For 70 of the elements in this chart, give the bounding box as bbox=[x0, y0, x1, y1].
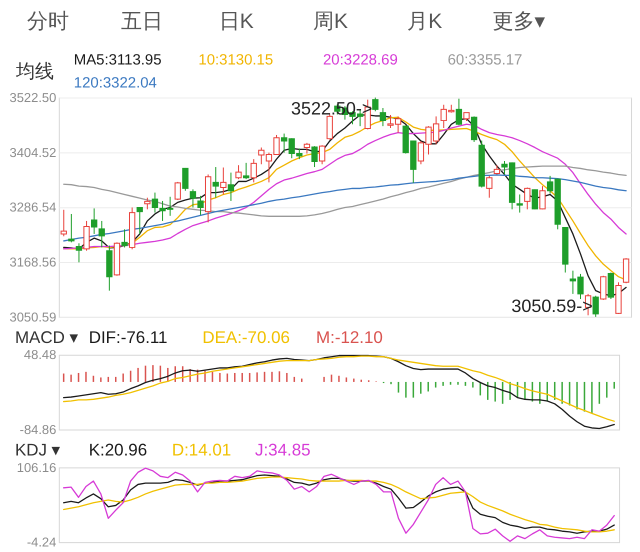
candlestick bbox=[242, 162, 250, 180]
candlestick bbox=[470, 116, 478, 142]
candlestick bbox=[380, 108, 386, 127]
text: 周K bbox=[312, 10, 348, 33]
candlestick bbox=[539, 186, 546, 210]
line-series bbox=[63, 124, 627, 250]
y-tick-label: -84.86 bbox=[20, 422, 56, 438]
candlestick bbox=[121, 228, 128, 248]
candlestick bbox=[197, 195, 204, 216]
candlestick bbox=[83, 220, 90, 252]
series-label: DEA:-70.06 bbox=[202, 328, 290, 347]
y-tick-label: 3168.56 bbox=[10, 254, 56, 270]
text: 20:3228.69 bbox=[322, 52, 398, 69]
y-tick-label: 48.48 bbox=[24, 347, 56, 362]
candlestick bbox=[372, 97, 378, 112]
candlestick bbox=[600, 275, 606, 300]
candlestick bbox=[494, 164, 500, 175]
candlestick bbox=[524, 186, 530, 210]
candlestick bbox=[304, 142, 310, 154]
series-label: J:34.85 bbox=[255, 440, 311, 460]
chart-title: KDJ ▾ bbox=[14, 440, 61, 460]
candlestick bbox=[532, 188, 538, 210]
text: 月K bbox=[407, 10, 442, 33]
series-label: M:-12.10 bbox=[316, 328, 383, 347]
candlestick bbox=[311, 146, 318, 168]
series-label: D:14.01 bbox=[172, 440, 232, 460]
candlestick bbox=[174, 181, 181, 201]
candlestick bbox=[326, 114, 333, 140]
candlestick bbox=[136, 206, 143, 234]
candlestick bbox=[60, 209, 67, 237]
candlestick bbox=[220, 167, 226, 195]
candlestick bbox=[98, 220, 105, 248]
candlestick bbox=[456, 98, 462, 126]
candlestick bbox=[144, 197, 151, 210]
candlestick bbox=[212, 166, 219, 198]
y-tick-label: 3522.50 bbox=[10, 90, 56, 106]
text: 10:3130.15 bbox=[198, 52, 274, 69]
candlestick bbox=[235, 164, 242, 180]
text: 日K bbox=[218, 10, 254, 33]
candlestick bbox=[608, 272, 614, 300]
text: 五日 bbox=[121, 10, 164, 33]
text: 分时 bbox=[26, 10, 69, 33]
candlestick bbox=[318, 144, 326, 165]
candlestick bbox=[516, 194, 523, 214]
candlestick bbox=[228, 172, 234, 202]
y-tick-label: -4.24 bbox=[26, 534, 56, 550]
text: 120:3322.04 bbox=[74, 74, 157, 92]
candlestick bbox=[486, 175, 492, 198]
y-tick-label: 3050.59 bbox=[10, 309, 56, 324]
text: 更多▾ bbox=[492, 10, 546, 33]
candlestick bbox=[182, 167, 188, 192]
y-tick-label: 3404.52 bbox=[10, 144, 56, 160]
series-label: DIF:-76.11 bbox=[88, 328, 168, 347]
candlestick bbox=[250, 158, 257, 183]
candlestick bbox=[76, 242, 82, 263]
candlestick bbox=[68, 213, 75, 243]
candlestick bbox=[190, 188, 196, 208]
text: 60:3355.17 bbox=[448, 52, 522, 69]
candlestick bbox=[592, 295, 599, 318]
line-series bbox=[63, 165, 627, 217]
series-label: K:20.96 bbox=[88, 440, 148, 460]
candlestick bbox=[152, 192, 158, 214]
chart-title: MACD ▾ bbox=[14, 328, 79, 347]
legend-title: 均线 bbox=[14, 62, 54, 83]
y-tick-label: 3286.54 bbox=[10, 200, 56, 215]
y-tick-label: 106.16 bbox=[16, 460, 56, 475]
text: MA5:3113.95 bbox=[74, 52, 162, 69]
candlestick bbox=[90, 208, 98, 234]
line-series bbox=[63, 468, 615, 542]
candlestick bbox=[622, 258, 630, 284]
